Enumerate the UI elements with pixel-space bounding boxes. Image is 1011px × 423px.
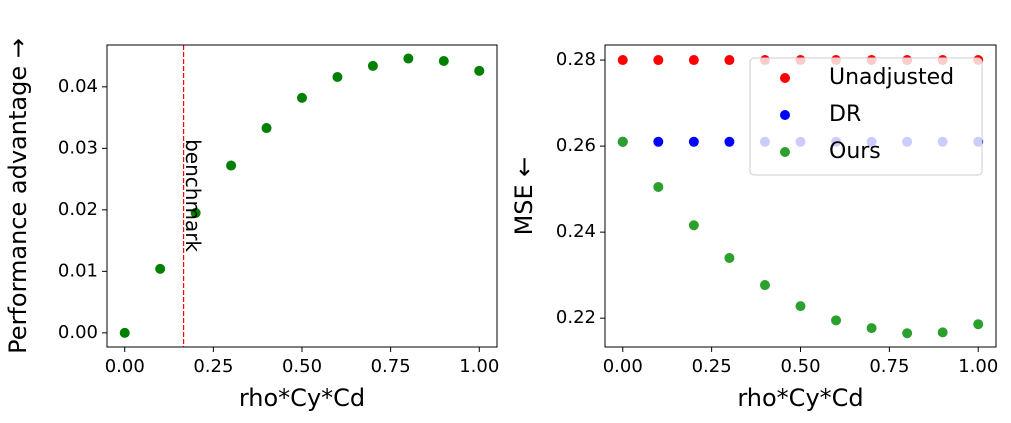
- point: [688, 136, 699, 147]
- point: [367, 60, 378, 71]
- reference-label: benchmark: [181, 139, 205, 252]
- x-axis-label: rho*Cy*Cd: [239, 384, 365, 412]
- x-tick-label: 0.75: [869, 356, 909, 377]
- point: [119, 327, 130, 338]
- point: [866, 323, 877, 334]
- legend-marker: [780, 147, 790, 157]
- point: [617, 55, 628, 66]
- point: [653, 136, 664, 147]
- point: [724, 136, 735, 147]
- point: [261, 123, 272, 134]
- point: [190, 207, 201, 218]
- y-axis-label: MSE ←: [510, 157, 538, 236]
- y-tick-label: 0.02: [58, 199, 98, 220]
- x-tick-label: 0.75: [371, 356, 411, 377]
- x-tick-label: 0.50: [282, 356, 322, 377]
- plot-frame: [604, 44, 997, 348]
- x-tick-label: 0.25: [193, 356, 233, 377]
- y-tick-label: 0.24: [556, 221, 596, 242]
- y-tick-label: 0.22: [556, 307, 596, 328]
- x-tick-label: 1.00: [958, 356, 998, 377]
- point: [226, 160, 237, 171]
- point: [973, 319, 984, 330]
- y-tick-label: 0.26: [556, 135, 596, 156]
- point: [474, 65, 485, 76]
- point: [617, 136, 628, 147]
- point: [438, 55, 449, 66]
- point: [297, 92, 307, 103]
- point: [902, 328, 913, 339]
- point: [688, 220, 699, 231]
- x-tick-label: 0.00: [105, 356, 145, 377]
- point: [688, 55, 699, 66]
- point: [403, 53, 414, 64]
- y-tick-label: 0.04: [58, 76, 98, 97]
- legend-label: Ours: [829, 139, 881, 164]
- point: [831, 315, 842, 326]
- y-axis-label: Performance advantage →: [4, 38, 32, 354]
- point: [795, 301, 806, 312]
- y-tick-label: 0.00: [58, 322, 98, 343]
- x-tick-label: 0.50: [780, 356, 820, 377]
- legend-box: [749, 57, 983, 176]
- plot-frame: [106, 44, 498, 348]
- x-axis-label: rho*Cy*Cd: [737, 384, 863, 412]
- y-tick-label: 0.01: [58, 260, 98, 281]
- point: [332, 71, 343, 82]
- point: [937, 327, 948, 338]
- x-tick-label: 0.25: [692, 356, 732, 377]
- legend-marker: [780, 110, 790, 120]
- legend-label: DR: [829, 102, 861, 127]
- point: [724, 252, 735, 263]
- point: [724, 55, 735, 66]
- y-tick-label: 0.28: [556, 49, 596, 70]
- point: [759, 280, 770, 291]
- point: [653, 181, 664, 192]
- point: [155, 263, 166, 274]
- point: [653, 55, 664, 66]
- x-tick-label: 0.00: [603, 356, 643, 377]
- legend-label: Unadjusted: [829, 65, 954, 90]
- x-tick-label: 1.00: [459, 356, 499, 377]
- y-tick-label: 0.03: [58, 137, 98, 158]
- legend-marker: [780, 73, 790, 83]
